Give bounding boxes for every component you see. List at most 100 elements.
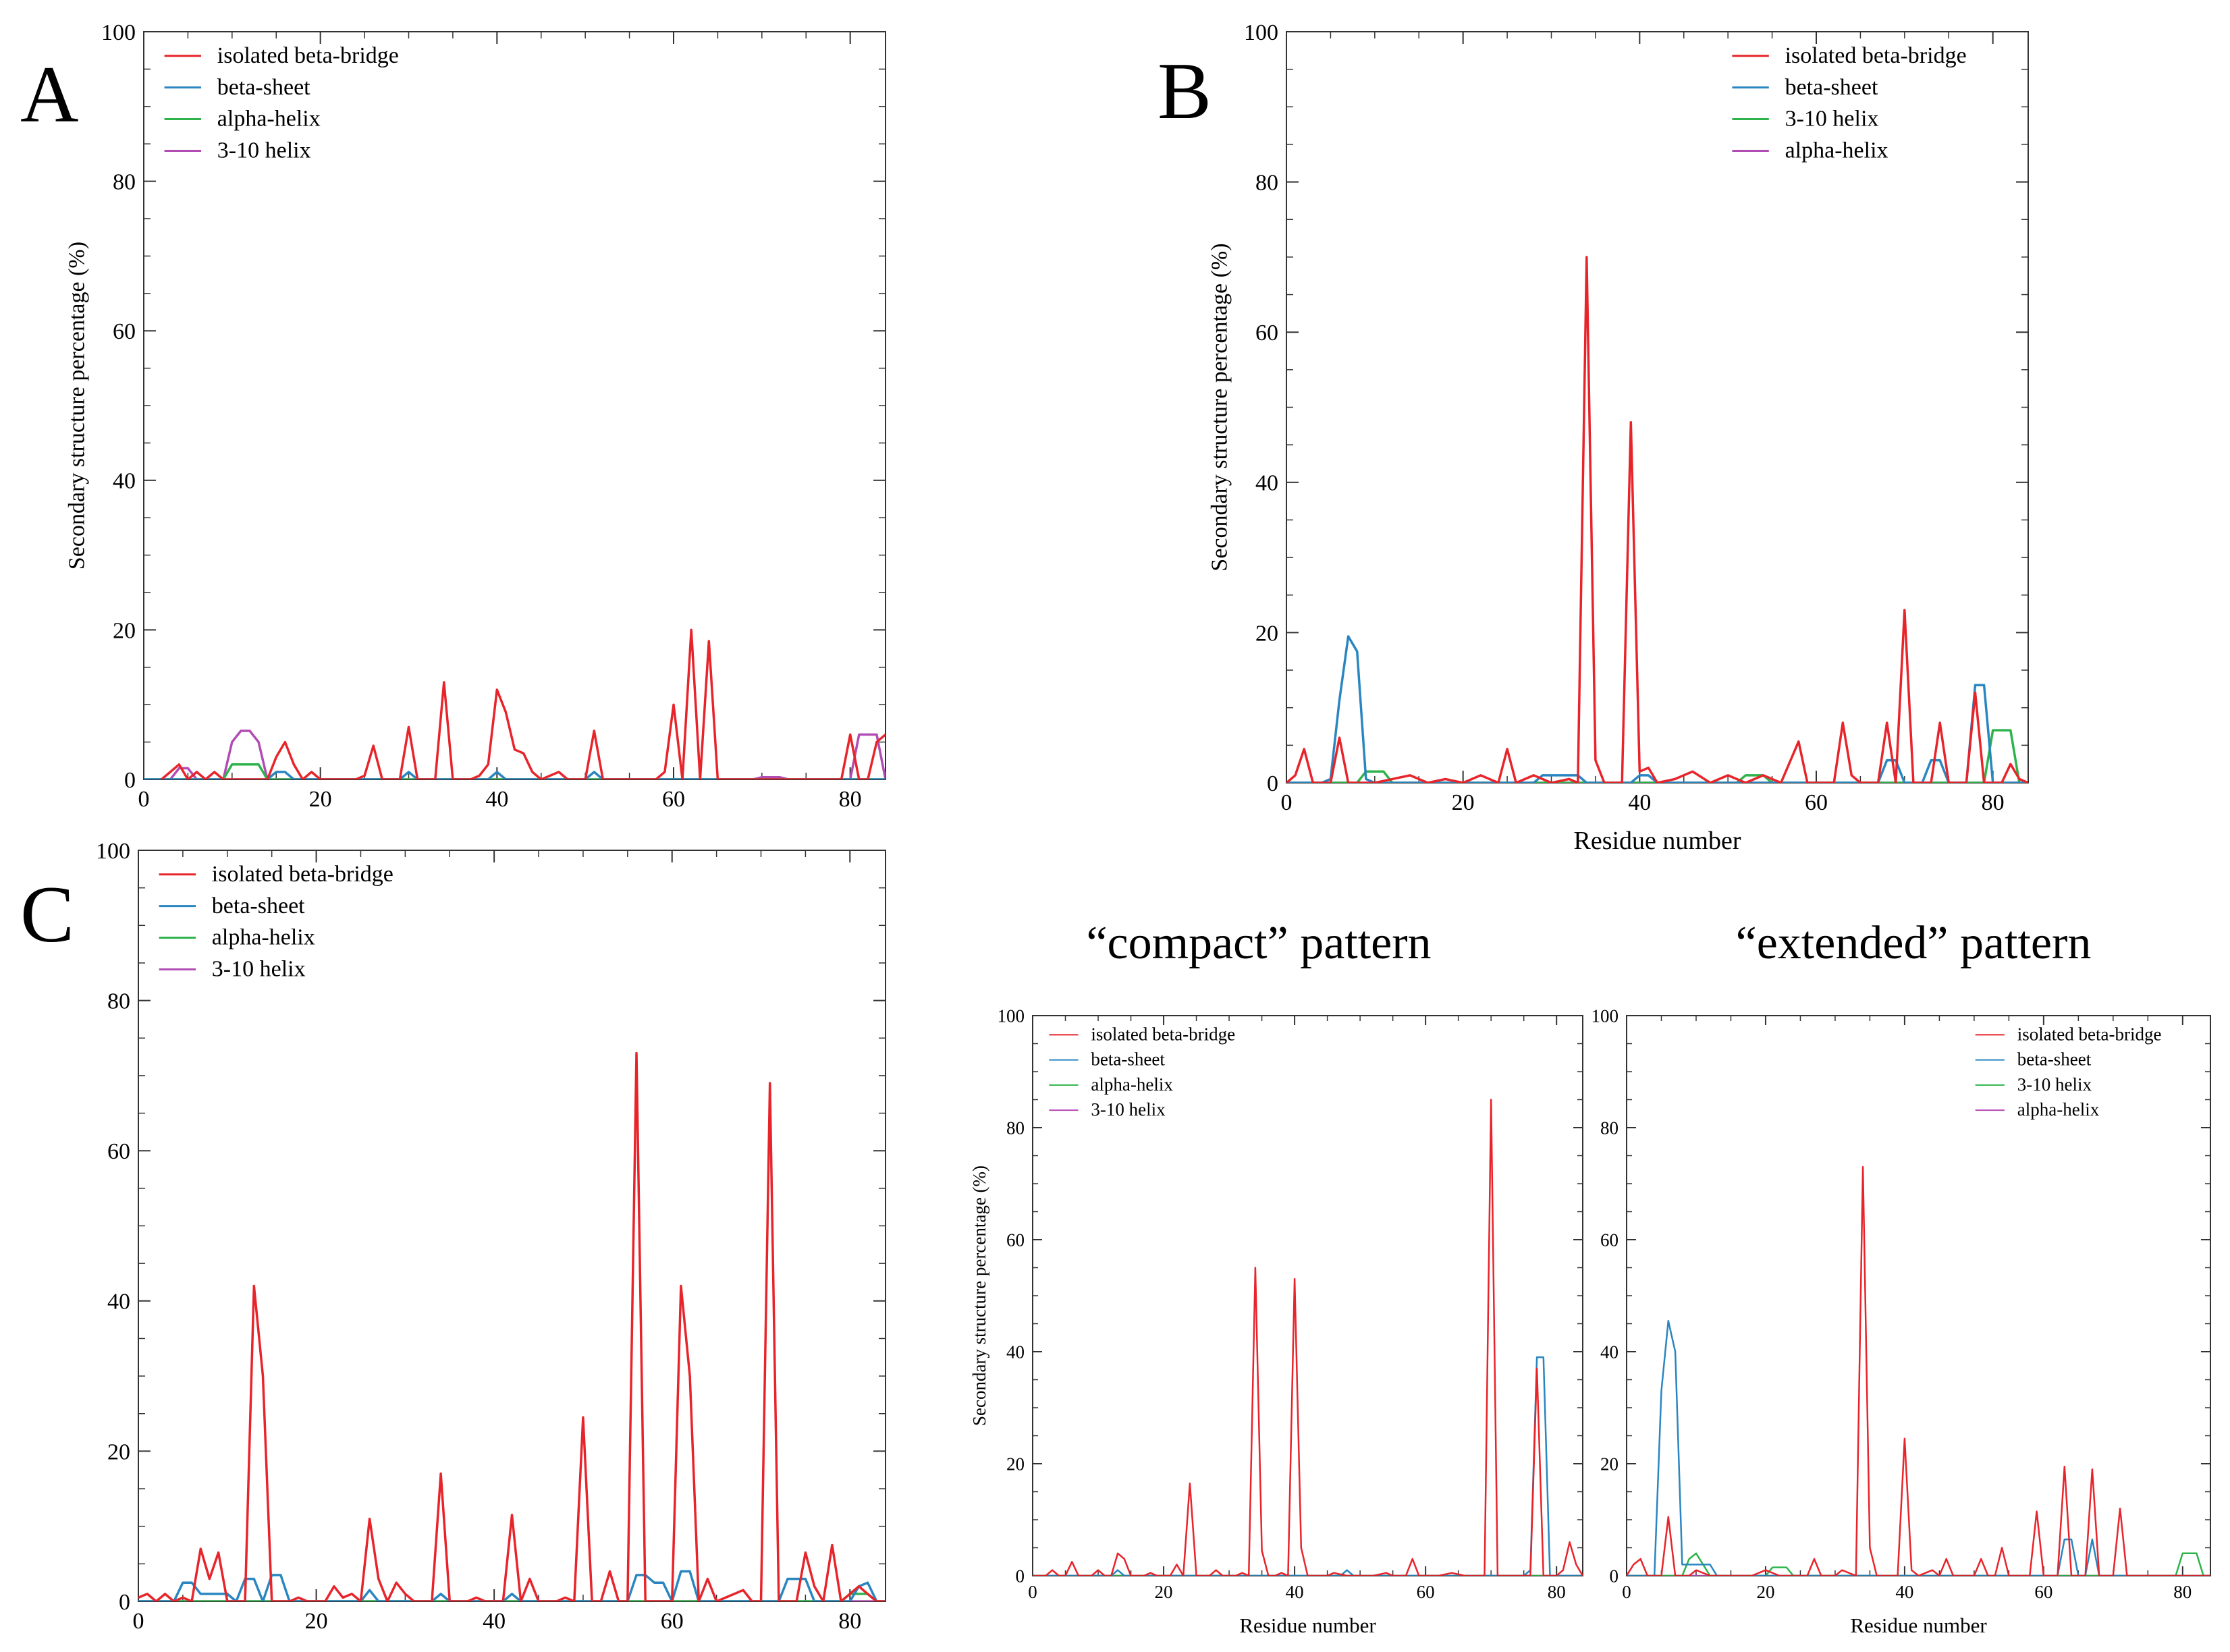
extended-x-axis-label: Residue number [1850,1614,1987,1637]
a-series-beta-sheet [144,771,886,779]
b-y-tick-label: 80 [1255,171,1278,196]
panel-label-a: A [20,49,79,139]
a-x-tick-label: 0 [138,787,150,812]
extended-plot-frame [1626,1015,2211,1576]
compact-series-isolated-beta-bridge [1033,1099,1583,1576]
b-legend: isolated beta-bridge beta-sheet 3-10 helix… [1732,43,1967,163]
c-x-tick-label: 20 [305,1609,328,1634]
c-x-tick-label: 40 [483,1609,506,1634]
compact-x-axis-label: Residue number [1239,1614,1376,1637]
extended-y-tick-label: 20 [1600,1454,1619,1474]
compact-y-tick-label: 0 [1016,1566,1025,1586]
a-x-tick-label: 40 [485,787,508,812]
extended-series-isolated-beta-bridge [1627,1165,2210,1576]
b-x-tick-label: 80 [1982,790,2005,815]
compact-y-axis-label: Secondary structure percentage (%) [969,1165,989,1426]
b-series-isolated-beta-bridge [1286,256,2028,783]
b-series-beta-sheet [1286,635,2028,783]
c-x-tick-label: 0 [133,1609,144,1634]
b-x-tick-label: 20 [1452,790,1475,815]
b-legend-label-3-10-helix: 3-10 helix [1785,107,1879,132]
compact-legend: isolated beta-bridge beta-sheet alpha-heli… [1049,1024,1235,1120]
b-legend-label-alpha-helix: alpha-helix [1785,138,1888,163]
extended-x-tick-label: 0 [1622,1582,1631,1602]
a-y-tick-label: 100 [101,20,136,45]
compact-y-tick-label: 40 [1006,1342,1025,1362]
c-legend: isolated beta-bridge beta-sheet alpha-heli… [159,862,393,982]
compact-series-beta-sheet [1033,1356,1583,1576]
compact-y-tick-label: 20 [1006,1454,1025,1474]
b-y-tick-label: 0 [1267,771,1278,796]
b-legend-label-beta-sheet: beta-sheet [1785,75,1878,100]
a-y-tick-label: 60 [113,319,136,344]
extended-x-tick-label: 40 [1895,1582,1913,1602]
c-series-beta-sheet [138,1570,886,1601]
c-legend-label-3-10-helix: 3-10 helix [212,957,306,982]
extended-series-beta-sheet [1627,1320,2210,1576]
compact-legend-label-alpha-helix: alpha-helix [1091,1074,1173,1095]
a-x-tick-label: 80 [839,787,862,812]
b-y-axis-label: Secondary structure percentage (%) [1207,243,1232,571]
b-series-3-10-helix [1286,729,2028,783]
chart-extended: 0 20 40 60 80 0 20 40 60 80 100 Residue number isola… [1592,1006,2211,1637]
c-legend-label-isolated-beta-bridge: isolated beta-bridge [212,862,393,887]
a-y-tick-label: 40 [113,469,136,494]
charts-layer: 0 20 40 60 80 0 20 40 60 80 100 Secondary structure… [65,20,2211,1637]
c-legend-label-beta-sheet: beta-sheet [212,893,305,918]
extended-x-tick-label: 20 [1756,1582,1774,1602]
compact-x-tick-label: 60 [1417,1582,1435,1602]
extended-x-tick-label: 60 [2034,1582,2052,1602]
extended-y-tick-label: 100 [1592,1006,1619,1026]
b-y-tick-label: 100 [1244,20,1278,45]
compact-x-tick-label: 80 [1548,1582,1566,1602]
extended-y-tick-label: 80 [1600,1118,1619,1138]
extended-legend-label-isolated-beta-bridge: isolated beta-bridge [2017,1024,2162,1044]
panel-label-c: C [20,869,74,959]
b-x-axis-label: Residue number [1573,827,1741,855]
c-series-isolated-beta-bridge [138,1051,886,1601]
panel-label-b: B [1158,46,1212,136]
b-plot-frame [1286,31,2029,783]
extended-legend-label-beta-sheet: beta-sheet [2017,1049,2092,1070]
extended-series-3-10-helix [1627,1552,2210,1576]
compact-x-tick-label: 0 [1028,1582,1037,1602]
c-x-tick-label: 60 [661,1609,684,1634]
compact-legend-label-3-10-helix: 3-10 helix [1091,1099,1166,1120]
compact-y-tick-label: 80 [1006,1118,1025,1138]
a-x-tick-label: 60 [662,787,685,812]
c-y-tick-label: 20 [107,1439,130,1464]
extended-legend: isolated beta-bridge beta-sheet 3-10 helix… [1975,1024,2162,1120]
b-y-tick-label: 60 [1255,321,1278,346]
chart-a: 0 20 40 60 80 0 20 40 60 80 100 Secondary structure… [65,20,886,812]
compact-y-tick-label: 60 [1006,1230,1025,1250]
chart-compact: 0 20 40 60 80 0 20 40 60 80 100 Residue number Secon… [969,1006,1583,1637]
compact-x-tick-label: 40 [1286,1582,1304,1602]
a-y-tick-label: 0 [124,768,136,793]
b-y-tick-label: 40 [1255,471,1278,496]
a-series-isolated-beta-bridge [161,628,886,779]
c-x-tick-label: 80 [838,1609,861,1634]
a-series-alpha-helix [144,763,886,779]
compact-legend-label-beta-sheet: beta-sheet [1091,1049,1165,1070]
a-y-tick-label: 80 [113,170,136,195]
b-legend-label-isolated-beta-bridge: isolated beta-bridge [1785,43,1967,68]
b-y-tick-label: 20 [1255,621,1278,646]
compact-pattern-title: “compact” pattern [1086,917,1431,969]
c-y-tick-label: 40 [107,1290,130,1315]
extended-y-tick-label: 60 [1600,1230,1619,1250]
c-series-alpha-helix [138,1593,886,1601]
extended-y-tick-label: 40 [1600,1342,1619,1362]
c-y-tick-label: 100 [96,839,130,864]
extended-legend-label-alpha-helix: alpha-helix [2017,1099,2100,1120]
a-legend-label-alpha-helix: alpha-helix [217,107,321,132]
compact-x-tick-label: 20 [1155,1582,1173,1602]
c-y-tick-label: 80 [107,989,130,1014]
extended-legend-label-3-10-helix: 3-10 helix [2017,1074,2092,1095]
chart-b: 0 20 40 60 80 0 20 40 60 80 100 Residue number Secon… [1207,20,2029,855]
b-x-tick-label: 40 [1628,790,1651,815]
a-y-axis-label: Secondary structure percentage (%) [65,242,90,570]
extended-y-tick-label: 0 [1610,1566,1619,1586]
compact-y-tick-label: 100 [998,1006,1025,1026]
a-legend: isolated beta-bridge beta-sheet alpha-heli… [164,43,399,163]
